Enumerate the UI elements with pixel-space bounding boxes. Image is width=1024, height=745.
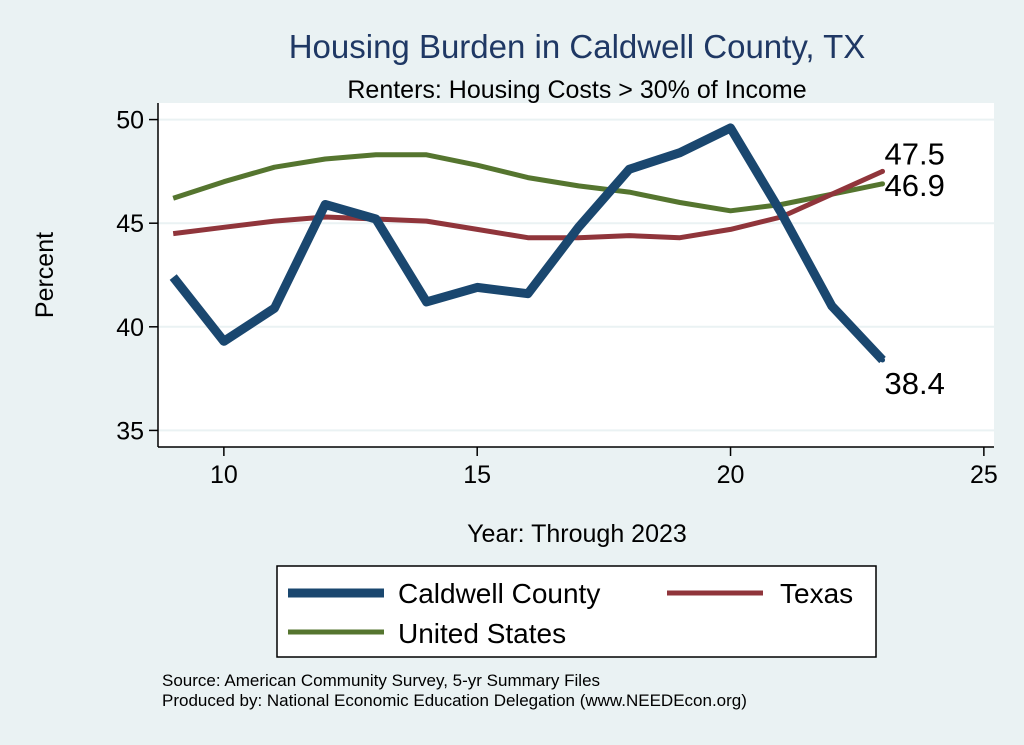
chart-subtitle: Renters: Housing Costs > 30% of Income [347, 76, 806, 104]
legend-box [276, 565, 877, 658]
series-end-point-texas [880, 168, 886, 174]
series-lines [169, 123, 886, 364]
plot-area [158, 103, 994, 447]
legend: Caldwell County Texas United States [276, 565, 877, 658]
y-tick-label-35: 35 [116, 417, 144, 445]
x-tick-label-15: 15 [463, 461, 491, 489]
series-line-caldwell-county [169, 123, 886, 364]
x-axis-title: Year: Through 2023 [467, 520, 687, 548]
y-tick-label-50: 50 [116, 107, 144, 135]
ticks: 35 40 45 50 10 15 20 25 [116, 107, 998, 489]
series-end-point-caldwell-county [880, 357, 886, 363]
legend-label-united-states: United States [398, 618, 566, 649]
series-end-point-united-states [880, 181, 886, 187]
legend-label-texas: Texas [780, 578, 853, 609]
series-line-united-states [172, 152, 884, 214]
x-tick-label-20: 20 [717, 461, 745, 489]
x-tick-label-25: 25 [970, 461, 998, 489]
x-tick-label-10: 10 [210, 461, 238, 489]
end-labels: 38.4 47.546.9 [885, 136, 945, 401]
axes [157, 103, 994, 448]
end-label-caldwell-county: 38.4 [885, 366, 945, 401]
produced-by-note: Produced by: National Economic Education… [162, 691, 747, 710]
source-note: Source: American Community Survey, 5-yr … [162, 671, 600, 690]
end-label-texas: 47.5 [885, 136, 945, 171]
legend-label-caldwell: Caldwell County [398, 578, 600, 609]
y-axis-title: Percent [31, 232, 59, 318]
y-tick-label-40: 40 [116, 314, 144, 342]
chart-title: Housing Burden in Caldwell County, TX [289, 28, 866, 65]
end-label-united-states: 46.9 [885, 168, 945, 203]
y-tick-label-45: 45 [116, 210, 144, 238]
series-line-texas [172, 169, 884, 241]
